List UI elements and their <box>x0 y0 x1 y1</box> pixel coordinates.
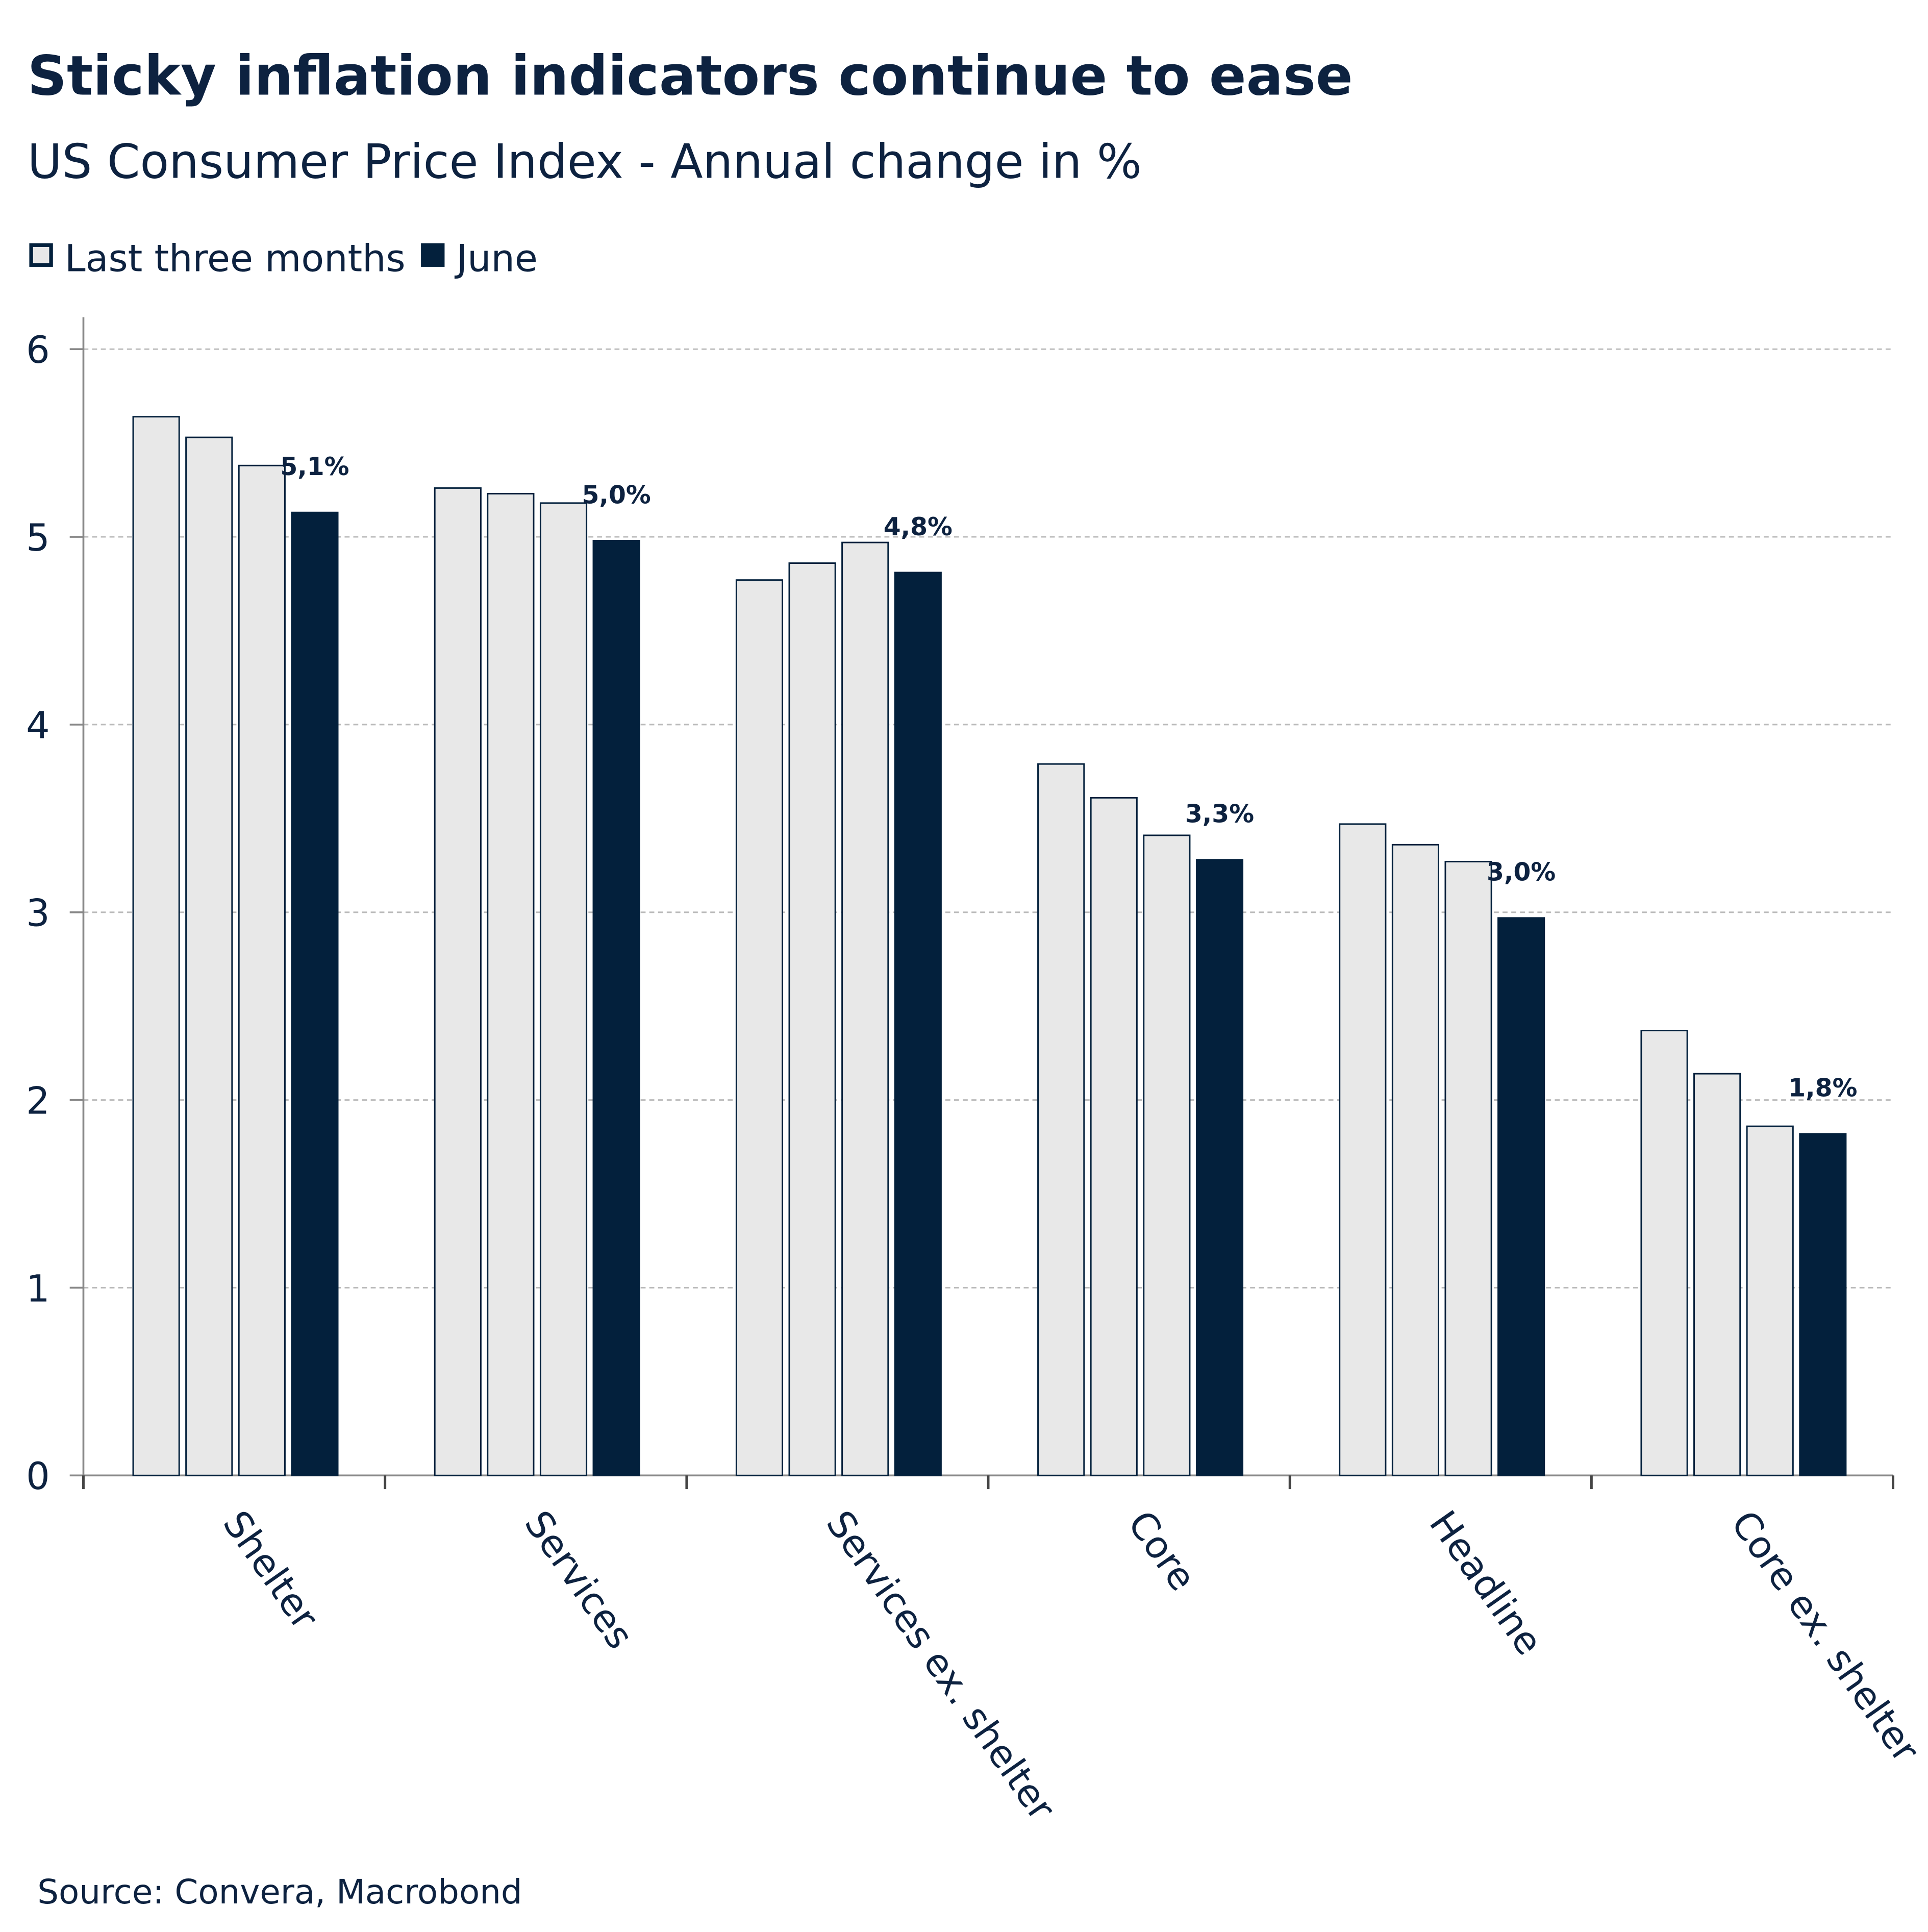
bar <box>434 487 482 1476</box>
x-tick-label: Core <box>1119 1503 1205 1599</box>
y-tick-label: 5 <box>26 516 50 560</box>
bar <box>1746 1125 1794 1476</box>
legend-label: June <box>455 237 538 280</box>
legend-swatch <box>421 243 445 267</box>
bar <box>291 511 339 1476</box>
bar <box>1391 844 1440 1476</box>
source: Source: Convera, Macrobond <box>37 1872 522 1912</box>
bar <box>1195 859 1244 1476</box>
value-label: 1,8% <box>1788 1074 1857 1103</box>
y-tick-label: 0 <box>26 1455 50 1498</box>
y-tick-label: 4 <box>26 704 50 748</box>
bar <box>1037 763 1085 1476</box>
y-tick-label: 1 <box>26 1267 50 1310</box>
y-tick-label: 2 <box>26 1079 50 1123</box>
y-tick-label: 6 <box>26 329 50 372</box>
bar <box>539 502 588 1476</box>
x-tick-label: Core ex. shelter <box>1722 1503 1928 1771</box>
bar <box>185 436 233 1476</box>
bar <box>487 492 535 1476</box>
value-label: 3,0% <box>1487 858 1556 887</box>
bar <box>132 416 180 1476</box>
bar <box>1090 797 1138 1476</box>
value-label: 3,3% <box>1185 800 1254 829</box>
bar <box>894 572 942 1476</box>
legend-label: Last three months <box>65 237 406 280</box>
bar <box>592 539 640 1476</box>
bar <box>1799 1133 1847 1476</box>
bar <box>1640 1030 1688 1476</box>
x-tick-label: Headline <box>1421 1503 1551 1663</box>
bar <box>1497 917 1545 1476</box>
bar <box>1444 860 1492 1476</box>
bar <box>735 579 784 1476</box>
bar <box>1339 823 1387 1476</box>
value-label: 5,0% <box>582 481 651 509</box>
value-label: 5,1% <box>280 453 349 481</box>
y-tick-label: 3 <box>26 892 50 935</box>
bar <box>841 541 889 1476</box>
bar <box>238 464 286 1476</box>
value-label: 4,8% <box>884 513 953 541</box>
bar <box>788 562 836 1476</box>
chart-title: Sticky inflation indicators continue to … <box>28 44 1353 108</box>
x-tick-label: Services <box>516 1503 641 1657</box>
x-tick-label: Services ex. shelter <box>817 1503 1063 1829</box>
bar <box>1143 834 1191 1476</box>
legend-swatch <box>29 243 53 267</box>
bar <box>1693 1073 1741 1476</box>
chart-subtitle: US Consumer Price Index - Annual change … <box>28 134 1142 189</box>
x-tick-label: Shelter <box>214 1503 327 1638</box>
